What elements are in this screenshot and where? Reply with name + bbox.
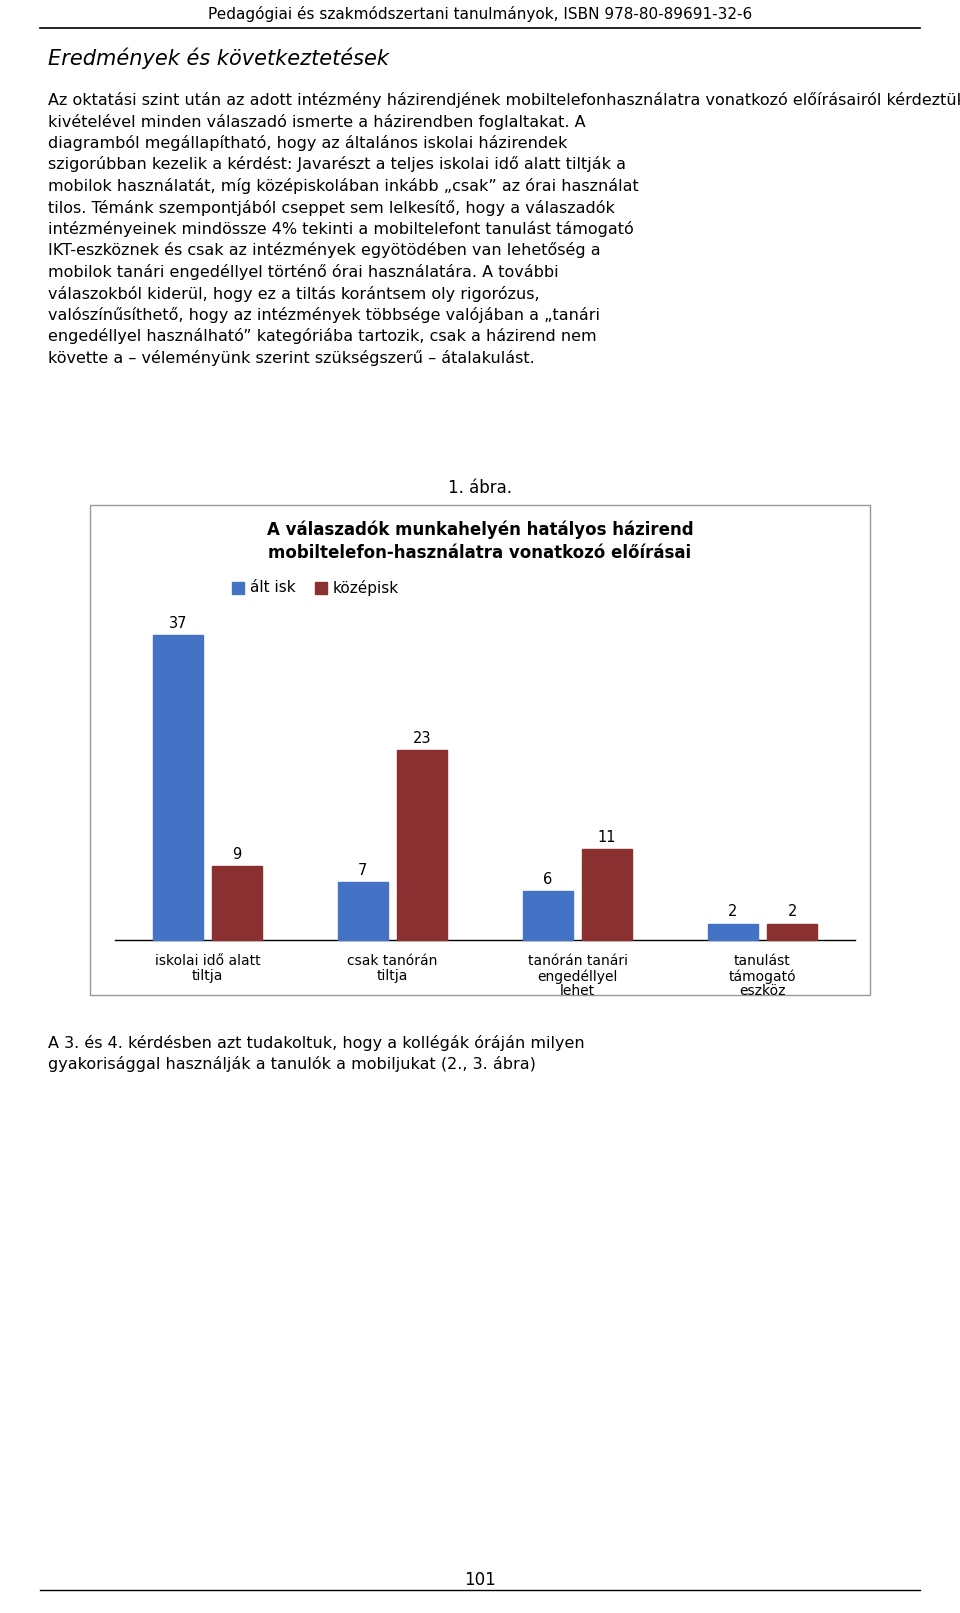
Bar [523, 890, 573, 940]
Text: mobilok tanári engedéllyel történő órai használatára. A további: mobilok tanári engedéllyel történő órai … [48, 265, 559, 281]
Text: 6: 6 [543, 871, 553, 887]
Text: A válaszadók munkahelyén hatályos házirend: A válaszadók munkahelyén hatályos házire… [267, 521, 693, 539]
Text: tiltja: tiltja [192, 969, 223, 982]
Text: engedéllyel használható” kategóriába tartozik, csak a házirend nem: engedéllyel használható” kategóriába tar… [48, 329, 596, 345]
Text: ált isk: ált isk [250, 581, 296, 595]
Text: tanórán tanári: tanórán tanári [527, 953, 628, 968]
Text: tilos. Témánk szempontjából cseppet sem lelkesítő, hogy a válaszadók: tilos. Témánk szempontjából cseppet sem … [48, 200, 614, 216]
Text: mobiltelefon-használatra vonatkozó előírásai: mobiltelefon-használatra vonatkozó előír… [269, 544, 691, 561]
Text: Pedagógiai és szakmódszertani tanulmányok, ISBN 978-80-89691-32-6: Pedagógiai és szakmódszertani tanulmányo… [208, 6, 752, 23]
Text: csak tanórán: csak tanórán [348, 953, 438, 968]
Text: lehet: lehet [560, 984, 595, 998]
Bar [582, 850, 632, 940]
Bar [153, 636, 203, 940]
Text: támogató: támogató [729, 969, 796, 984]
Bar [708, 924, 757, 940]
Text: válaszokból kiderül, hogy ez a tiltás korántsem oly rigorózus,: válaszokból kiderül, hogy ez a tiltás ko… [48, 286, 540, 302]
Text: diagramból megállapítható, hogy az általános iskolai házirendek: diagramból megállapítható, hogy az által… [48, 135, 567, 152]
Text: mobilok használatát, míg középiskolában inkább „csakˮ az órai használat: mobilok használatát, míg középiskolában … [48, 177, 638, 194]
Text: 23: 23 [413, 731, 431, 747]
Text: 101: 101 [464, 1571, 496, 1589]
Bar [90, 505, 870, 995]
Text: intézményeinek mindössze 4% tekinti a mobiltelefont tanulást támogató: intézményeinek mindössze 4% tekinti a mo… [48, 221, 634, 237]
Bar [315, 582, 327, 594]
Text: gyakorisággal használják a tanulók a mobiljukat (2., 3. ábra): gyakorisággal használják a tanulók a mob… [48, 1057, 536, 1073]
Text: 7: 7 [358, 863, 368, 877]
Text: tiltja: tiltja [377, 969, 408, 982]
Text: Eredmények és következtetések: Eredmények és következtetések [48, 47, 389, 69]
Text: IKT-eszköznek és csak az intézmények egyötödében van lehetőség a: IKT-eszköznek és csak az intézmények egy… [48, 242, 601, 258]
Bar [338, 882, 388, 940]
Text: 2: 2 [787, 905, 797, 919]
Text: 37: 37 [169, 616, 187, 631]
Text: követte a – véleményünk szerint szükségszerű – átalakulást.: követte a – véleményünk szerint szükségs… [48, 350, 535, 366]
Text: eszköz: eszköz [739, 984, 785, 998]
Text: A 3. és 4. kérdésben azt tudakoltuk, hogy a kollégák óráján milyen: A 3. és 4. kérdésben azt tudakoltuk, hog… [48, 1036, 585, 1052]
Text: iskolai idő alatt: iskolai idő alatt [155, 953, 260, 968]
Text: középisk: középisk [333, 581, 399, 595]
Bar [232, 582, 244, 594]
Bar [767, 924, 817, 940]
Text: 1. ábra.: 1. ábra. [448, 479, 512, 497]
Text: 11: 11 [598, 831, 616, 845]
Text: tanulást: tanulást [734, 953, 791, 968]
Text: valószínűsíthető, hogy az intézmények többsége valójában a „tanári: valószínűsíthető, hogy az intézmények tö… [48, 306, 600, 323]
Bar [397, 750, 447, 940]
Text: 2: 2 [729, 905, 737, 919]
Bar [212, 866, 262, 940]
Text: 9: 9 [232, 847, 242, 861]
Text: kivételével minden válaszadó ismerte a házirendben foglaltakat. A: kivételével minden válaszadó ismerte a h… [48, 113, 586, 129]
Text: engedéllyel: engedéllyel [538, 969, 617, 984]
Text: Az oktatási szint után az adott intézmény házirendjének mobiltelefonhasználatra : Az oktatási szint után az adott intézmén… [48, 92, 960, 108]
Text: szigorúbban kezelik a kérdést: Javarészt a teljes iskolai idő alatt tiltják a: szigorúbban kezelik a kérdést: Javarészt… [48, 156, 626, 173]
